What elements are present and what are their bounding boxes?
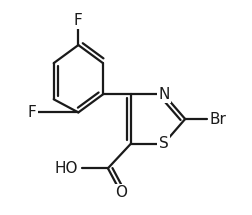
Text: Br: Br [210,112,227,126]
Text: S: S [159,136,169,151]
Text: F: F [28,105,37,120]
Text: HO: HO [55,161,78,176]
Text: N: N [158,87,170,102]
Text: F: F [74,13,83,28]
Text: O: O [115,186,127,200]
